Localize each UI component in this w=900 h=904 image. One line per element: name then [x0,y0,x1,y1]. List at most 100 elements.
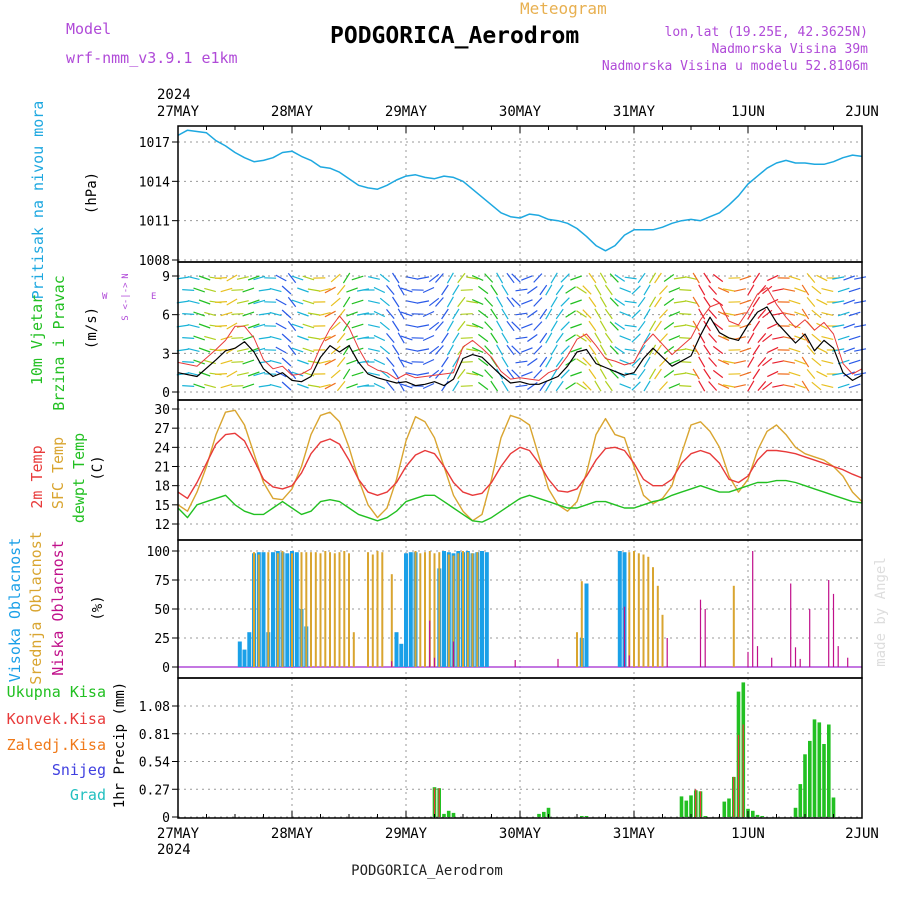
cloud-bar [238,642,242,668]
wind-arrow [194,384,205,388]
wind-arrow [270,336,282,339]
wind-arrow [664,371,674,378]
cloud-bar [277,553,279,667]
wind-arrow [600,321,606,331]
wind-arrow [664,299,674,306]
wind-arrow [638,297,645,307]
cloud-bar [647,557,649,667]
wind-arrow [822,385,834,388]
precip-conv-bar [700,791,701,817]
wind-arrow [282,334,291,342]
wind-arrow [227,371,237,377]
wind-arrow [288,321,295,330]
wind-arrow [685,373,697,376]
wind-arrow [368,301,380,304]
wind-arrow [704,273,711,283]
cloud-bar [809,609,810,667]
wind-arrow [650,273,656,283]
wind-arrow [551,297,557,307]
precip-total-bar [723,802,727,817]
wind-arrow [674,325,686,327]
cloud-bar [757,646,758,667]
precip-conv-bar [434,788,435,817]
wind-arrow [669,312,680,317]
cloud-bar [247,632,251,667]
wind-arrow [595,309,601,319]
cloud-bar [320,553,322,667]
wind-arrow [556,381,563,391]
cloud-bar [262,552,266,667]
date-label: 30MAY [499,826,542,842]
wind-arrow [589,273,596,283]
wind-arrow [303,324,314,328]
precip-conv-bar [738,735,739,817]
cloud-bar [624,607,625,667]
wind-arrow [534,370,542,379]
grid-lines [178,126,862,818]
wind-arrow [583,358,591,367]
cloud-bar [472,553,474,667]
wind-arrow [713,274,723,281]
wind-arrow [817,371,828,376]
y-tick-label: 0.81 [139,728,170,743]
wind-arrow [297,336,308,340]
precip-total-bar [685,801,689,817]
precip-conv-bar [743,725,744,818]
cloud-bar [391,661,392,667]
wind-arrow [458,369,465,379]
wind-arrow [556,333,563,343]
wind-arrow [534,274,542,283]
wind-arrow [674,301,686,303]
precip-total-bar [680,796,684,817]
date-label: 2JUN [845,104,879,120]
wind-arrow [748,333,754,343]
wind-arrow [659,310,667,319]
precip-conv-bar [439,788,440,817]
cloud-bar [667,638,668,667]
date-label: 31MAY [613,826,656,842]
cloud-bar [310,552,312,667]
wind-arrow [753,321,760,331]
wind-arrow [812,382,821,390]
wind-arrow [346,384,357,388]
wind-arrow [221,384,233,387]
model-name: wrf-nmm_v3.9.1 e1km [66,49,238,67]
model-elevation-label: Nadmorska Visina u modelu 52.8106m [602,59,868,74]
wind-arrow [243,336,254,340]
wind-arrow [854,301,866,303]
wind-arrow [713,346,723,353]
wind-arrow [343,297,349,307]
wind-arrow [758,333,766,342]
wind-arrow [605,285,612,295]
cloud-bar [581,581,583,667]
wind-arrow [423,360,434,365]
wind-arrow [540,333,547,343]
cloud-bar [733,586,735,667]
wind-arrow [650,369,656,379]
watermark: made by Angel [873,557,889,667]
wind-arrow [516,313,528,315]
wind-arrow [679,290,691,291]
wind-arrow [546,309,552,319]
wind-arrow [237,373,249,376]
cloud-bar [618,551,622,667]
precip-conv-label: Konvek.Kisa [7,710,106,728]
wind-arrow [674,277,686,279]
pressure-line [178,130,862,251]
wind-arrow [331,274,340,282]
precip-total-bar [452,813,456,817]
wind-arrow [802,285,809,295]
y-tick-label: 24 [154,441,170,456]
wind-arrow [734,385,746,388]
date-label: 2JUN [845,826,879,842]
wind-arrow [521,300,532,304]
wind-arrow [625,325,637,327]
wind-arrow [807,273,815,282]
cloud-bar [633,551,635,667]
wind-arrow [849,288,860,292]
wind-arrow [417,277,429,279]
cloud-bar [419,553,421,667]
